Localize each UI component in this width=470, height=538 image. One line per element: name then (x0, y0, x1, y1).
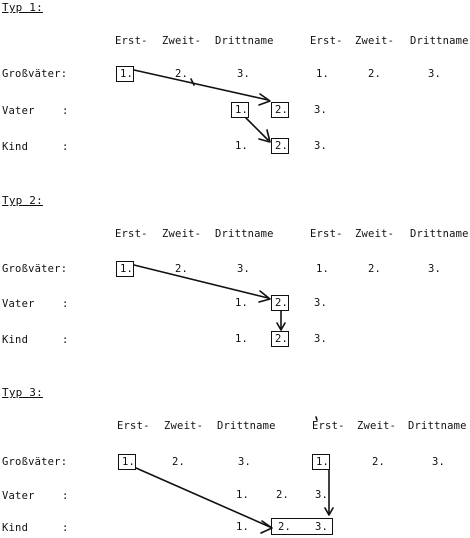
row-colon-vater: : (62, 490, 69, 502)
row-label-grossvaeter: Großväter: (2, 456, 68, 468)
column-header-drittname-left: Drittname (217, 420, 276, 432)
column-header-erst-left: Erst- (115, 35, 148, 47)
highlight-box (118, 454, 136, 470)
highlight-box (271, 518, 333, 535)
cell-vater-zweit: 2. (275, 297, 289, 309)
cell-grossvater1-zweit: 2. (172, 456, 186, 468)
highlight-box (116, 66, 134, 82)
row-label-kind: Kind (2, 141, 29, 153)
cell-grossvater2-zweit: 2. (368, 68, 382, 80)
cell-vater-erst: 1. (236, 489, 250, 501)
cell-kind-zweit: 2. (275, 333, 289, 345)
cell-kind-dritt: 3. (314, 140, 328, 152)
column-header-erst-right: Erst- (310, 35, 343, 47)
cell-kind-erst: 1. (235, 140, 249, 152)
column-header-zweit-left: Zweit- (162, 35, 202, 47)
section-heading-typ-1: Typ 1: (2, 1, 43, 14)
column-header-zweit-right: Zweit- (355, 228, 395, 240)
column-header-erst-right: Erst- (310, 228, 343, 240)
cell-grossvater2-erst: 1. (316, 456, 330, 468)
column-header-erst-left: Erst- (117, 420, 150, 432)
column-header-drittname-left: Drittname (215, 228, 274, 240)
column-header-drittname-right: Drittname (410, 35, 469, 47)
cell-kind-erst: 1. (235, 333, 249, 345)
cell-grossvater2-dritt: 3. (428, 263, 442, 275)
column-header-zweit-right: Zweit- (355, 35, 395, 47)
cell-kind-dritt: 3. (314, 333, 328, 345)
highlight-box (312, 454, 330, 470)
cell-grossvater2-zweit: 2. (368, 263, 382, 275)
highlight-box (116, 261, 134, 277)
cell-vater-dritt: 3. (314, 297, 328, 309)
column-header-erst-right: Erst- (312, 420, 345, 432)
row-colon-kind: : (62, 334, 69, 346)
cell-grossvater1-erst: 1. (120, 68, 134, 80)
cell-kind-zweit: 2. (278, 521, 292, 533)
cell-vater-erst: 1. (235, 104, 249, 116)
highlight-box (271, 295, 289, 311)
row-colon-kind: : (62, 141, 69, 153)
arrowhead (260, 520, 273, 534)
arrow-line (135, 467, 271, 528)
highlight-box (271, 331, 289, 347)
cell-grossvater1-dritt: 3. (237, 68, 251, 80)
row-label-kind: Kind (2, 334, 29, 346)
arrow-line (133, 69, 269, 101)
cell-vater-dritt: 3. (314, 104, 328, 116)
cell-grossvater1-dritt: 3. (238, 456, 252, 468)
column-header-drittname-right: Drittname (408, 420, 467, 432)
cell-vater-erst: 1. (235, 297, 249, 309)
cell-grossvater1-dritt: 3. (237, 263, 251, 275)
row-label-vater: Vater (2, 105, 35, 117)
column-header-zweit-left: Zweit- (162, 228, 202, 240)
cell-grossvater1-zweit: 2. (175, 68, 189, 80)
arrowhead (258, 93, 271, 106)
row-label-grossvaeter: Großväter: (2, 263, 68, 275)
row-label-vater: Vater (2, 298, 35, 310)
highlight-box (271, 138, 289, 154)
tick-mark (190, 78, 195, 86)
cell-grossvater2-dritt: 3. (428, 68, 442, 80)
cell-grossvater1-erst: 1. (120, 263, 134, 275)
arrow-line (133, 264, 269, 299)
cell-grossvater1-zweit: 2. (175, 263, 189, 275)
column-header-erst-left: Erst- (115, 228, 148, 240)
cell-grossvater2-erst: 1. (316, 68, 330, 80)
row-label-kind: Kind (2, 522, 29, 534)
column-header-zweit-left: Zweit- (164, 420, 204, 432)
cell-vater-dritt: 3. (315, 489, 329, 501)
cell-grossvater2-erst: 1. (316, 263, 330, 275)
cell-grossvater1-erst: 1. (122, 456, 136, 468)
row-colon-kind: : (62, 522, 69, 534)
arrowhead (276, 322, 286, 331)
section-heading-typ-2: Typ 2: (2, 194, 43, 207)
row-label-grossvaeter: Großväter: (2, 68, 68, 80)
row-colon-vater: : (62, 105, 69, 117)
section-heading-typ-3: Typ 3: (2, 386, 43, 399)
column-header-drittname-left: Drittname (215, 35, 274, 47)
arrowhead (258, 129, 271, 143)
arrowhead (258, 290, 271, 303)
cell-grossvater2-dritt: 3. (432, 456, 446, 468)
cell-vater-zweit: 2. (275, 104, 289, 116)
tick-mark (315, 416, 318, 421)
row-colon-vater: : (62, 298, 69, 310)
arrowhead (324, 507, 334, 516)
highlight-box (271, 102, 289, 118)
column-header-zweit-right: Zweit- (357, 420, 397, 432)
arrow-line (245, 117, 269, 141)
row-label-vater: Vater (2, 490, 35, 502)
column-header-drittname-right: Drittname (410, 228, 469, 240)
highlight-box (231, 102, 249, 118)
cell-grossvater2-zweit: 2. (372, 456, 386, 468)
cell-kind-erst: 1. (236, 521, 250, 533)
cell-kind-zweit: 2. (275, 140, 289, 152)
cell-kind-dritt: 3. (315, 521, 329, 533)
cell-vater-zweit: 2. (276, 489, 290, 501)
